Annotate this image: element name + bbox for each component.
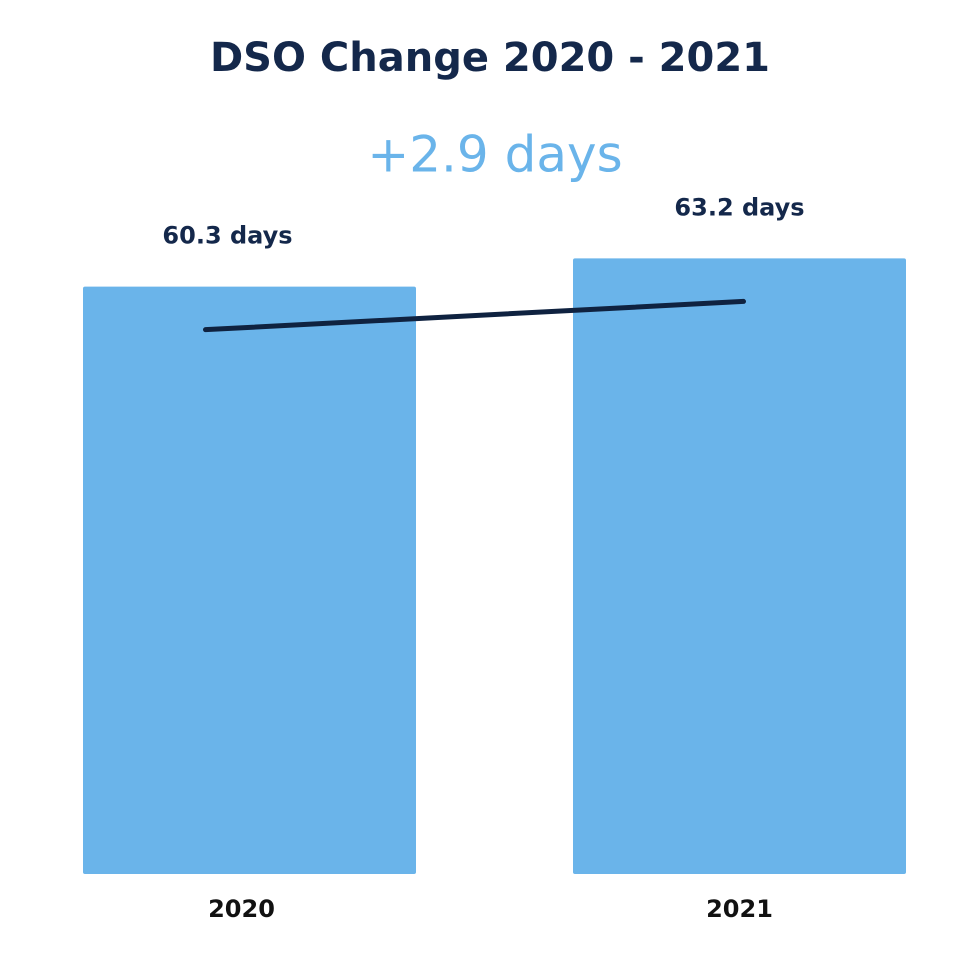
- bar: [83, 286, 416, 875]
- chart-title: DSO Change 2020 - 2021: [210, 35, 770, 81]
- value-label: 63.2 days: [674, 193, 804, 221]
- bar: [573, 258, 906, 874]
- chart-subtitle: +2.9 days: [367, 126, 622, 184]
- value-label: 60.3 days: [162, 222, 292, 250]
- x-tick-label: 2020: [208, 895, 275, 923]
- x-tick-label: 2021: [706, 895, 773, 923]
- trend-line: [203, 298, 746, 333]
